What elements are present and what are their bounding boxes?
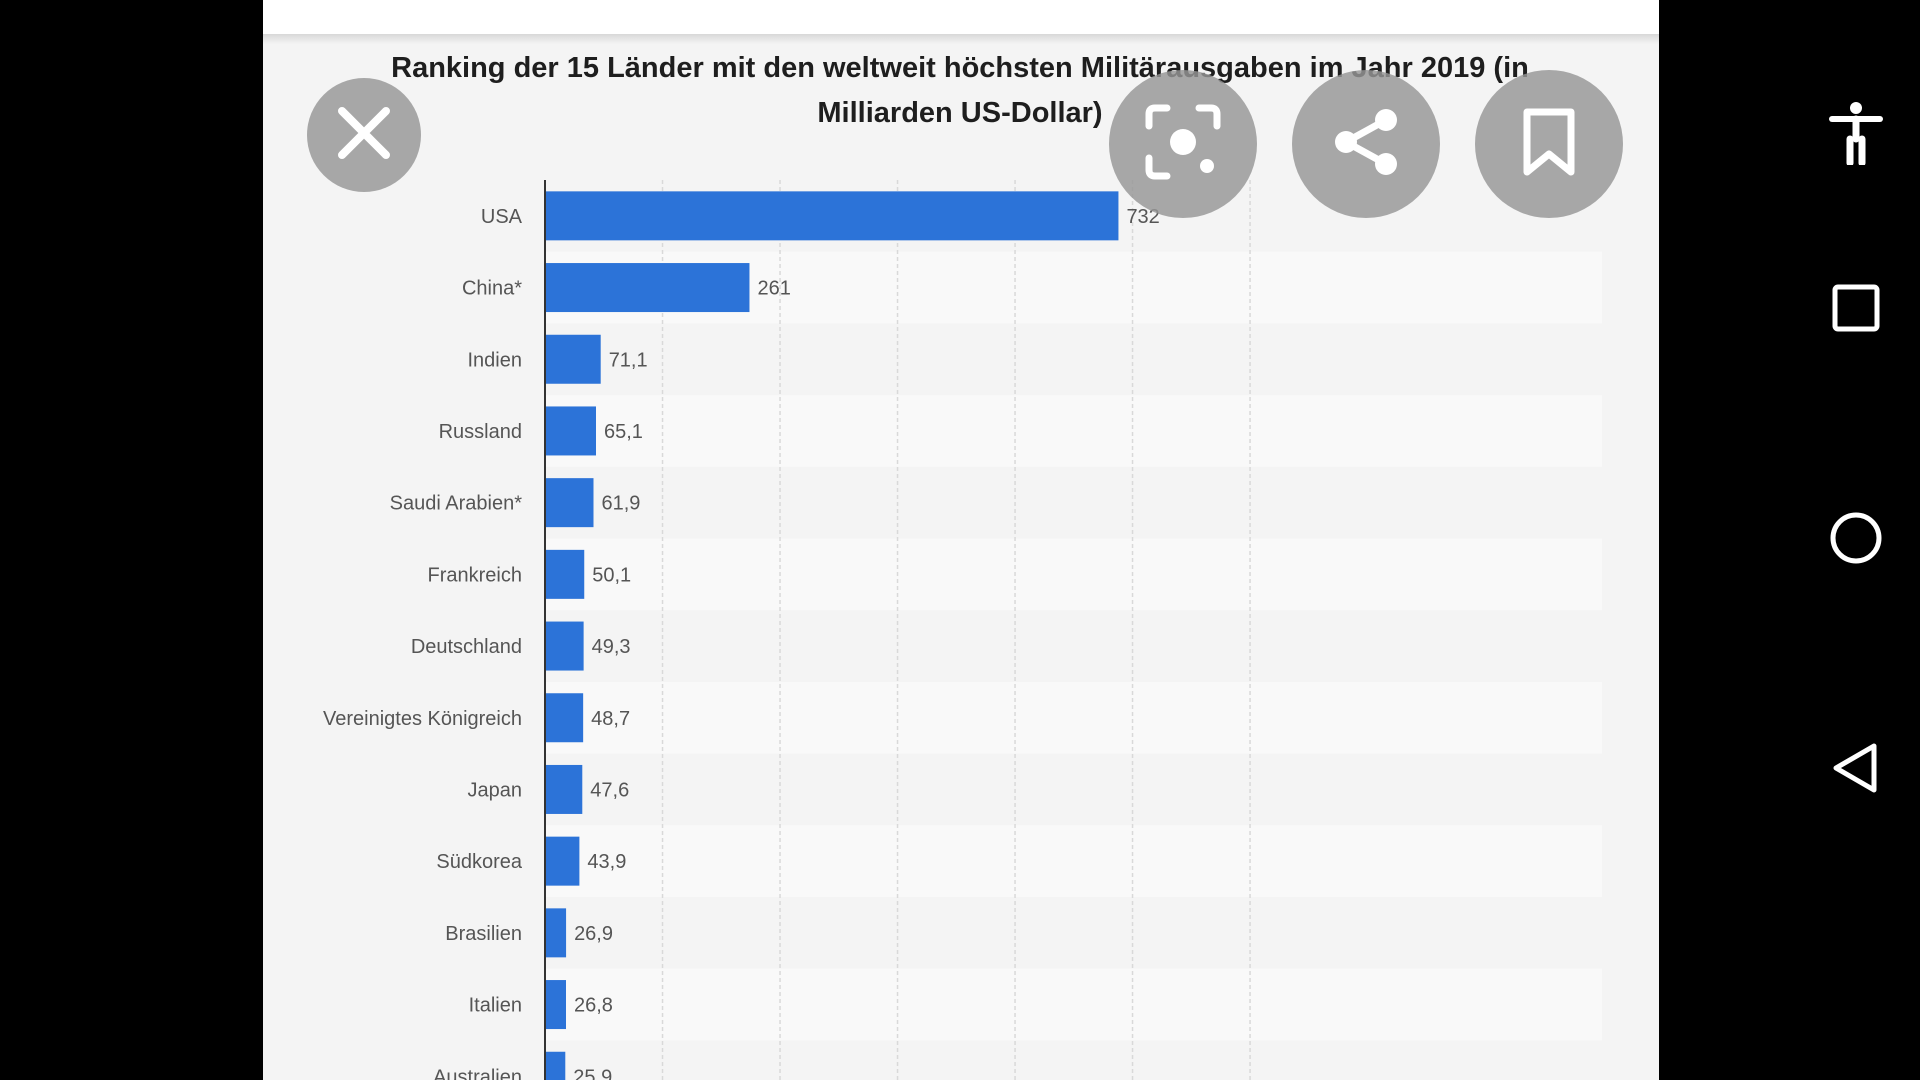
value-label: 25,9 [573,1066,612,1080]
back-button[interactable] [1830,742,1880,799]
bar-4 [545,478,594,528]
row-stripe [545,968,1602,1041]
bar-7 [545,693,584,743]
close-icon [336,105,392,166]
bar-9 [545,836,580,886]
bar-1 [545,263,750,313]
row-stripe [545,538,1602,611]
value-label: 49,3 [592,636,631,658]
row-stripe [545,825,1602,897]
value-label: 26,8 [574,995,613,1017]
category-label: Vereinigtes Königreich [323,708,522,730]
lens-search-button[interactable] [1109,70,1257,218]
bar-0 [545,191,1119,241]
category-label: Deutschland [411,636,522,658]
bar-11 [545,980,566,1030]
recents-button[interactable] [1832,284,1880,337]
bookmark-icon [1519,108,1579,181]
category-label: China* [462,278,522,300]
bar-5 [545,549,585,599]
category-label: Südkorea [436,851,522,873]
category-label: Saudi Arabien* [390,493,523,515]
bookmark-button[interactable] [1475,70,1623,218]
value-label: 61,9 [601,493,640,515]
lens-search-icon [1145,104,1221,185]
value-label: 43,9 [587,851,626,873]
category-label: Frankreich [428,564,522,586]
bar-6 [545,621,584,671]
close-button[interactable] [307,78,421,192]
bar-2 [545,334,601,384]
recents-square-icon [1832,284,1880,337]
value-label: 261 [757,278,790,300]
bar-3 [545,406,596,456]
bar-8 [545,764,583,814]
value-label: 47,6 [590,779,629,801]
category-label: Brasilien [445,923,522,945]
row-stripe [545,681,1602,754]
value-label: 65,1 [604,421,643,443]
home-circle-icon [1830,512,1882,569]
category-label: USA [481,206,523,228]
accessibility-icon [1828,101,1884,170]
category-label: Russland [439,421,522,443]
value-label: 71,1 [609,349,648,371]
bar-12 [545,1051,566,1080]
value-label: 50,1 [592,564,631,586]
share-button[interactable] [1292,70,1440,218]
chart-title: Ranking der 15 Länder mit den weltweit h… [391,52,1529,129]
category-label: Australien [433,1066,522,1080]
value-label: 48,7 [591,708,630,730]
bar-10 [545,908,567,958]
page-top-strip [263,0,1659,34]
value-label: 26,9 [574,923,613,945]
category-label: Indien [468,349,523,371]
accessibility-button[interactable] [1826,101,1886,170]
share-icon [1330,106,1402,183]
home-button[interactable] [1830,512,1882,569]
category-label: Italien [469,995,522,1017]
back-triangle-icon [1830,742,1880,799]
panel-shadow [263,34,1659,44]
category-label: Japan [468,779,523,801]
row-stripe [545,395,1602,467]
